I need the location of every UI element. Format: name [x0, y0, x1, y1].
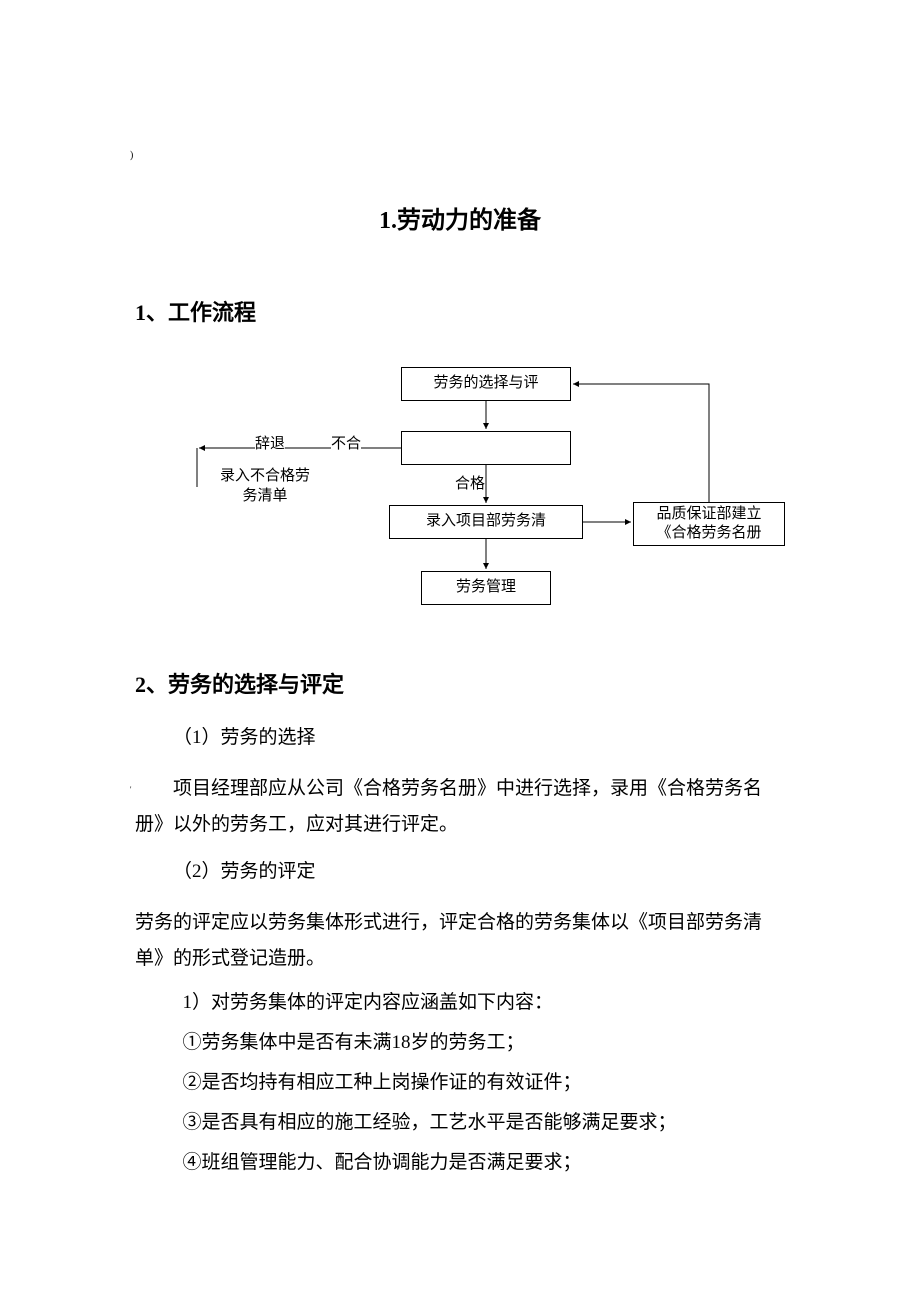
workflow-flowchart: 劳务的选择与评 录入项目部劳务清 劳务管理 品质保证部建立《合格劳务名册 辞退 … [135, 357, 785, 637]
flowchart-node-quality-dept: 品质保证部建立《合格劳务名册 [633, 502, 785, 546]
stray-mark-top: ) [130, 150, 133, 161]
document-title: 1.劳动力的准备 [135, 200, 785, 235]
flowchart-label-fail: 不合 [331, 435, 361, 455]
flowchart-node-labor-manage: 劳务管理 [421, 571, 551, 605]
section1-heading: 1、工作流程 [135, 295, 785, 327]
stray-mark-mid: ' [130, 785, 131, 794]
list-item-4: ④班组管理能力、配合协调能力是否满足要求； [183, 1143, 786, 1183]
sub1-para: 项目经理部应从公司《合格劳务名册》中进行选择，录用《合格劳务名册》以外的劳务工，… [135, 771, 785, 843]
flowchart-node-decision [401, 431, 571, 465]
list-item-3: ③是否具有相应的施工经验，工艺水平是否能够满足要求； [183, 1103, 786, 1143]
sub2-title: （2）劳务的评定 [173, 853, 785, 891]
list-item-1: ①劳务集体中是否有未满18岁的劳务工； [183, 1023, 786, 1063]
list-item-2: ②是否均持有相应工种上岗操作证的有效证件； [183, 1063, 786, 1103]
list-intro: 1）对劳务集体的评定内容应涵盖如下内容： [183, 983, 786, 1023]
flowchart-label-pass: 合格 [455, 475, 485, 495]
flowchart-label-record-fail: 录入不合格劳务清单 [215, 467, 315, 506]
flowchart-node-record-list: 录入项目部劳务清 [389, 505, 583, 539]
sub2-para: 劳务的评定应以劳务集体形式进行，评定合格的劳务集体以《项目部劳务清单》的形式登记… [135, 905, 785, 977]
section2-heading: 2、劳务的选择与评定 [135, 667, 785, 699]
flowchart-node-select-evaluate: 劳务的选择与评 [401, 367, 571, 401]
sub1-title: （1）劳务的选择 [173, 719, 785, 757]
flowchart-label-dismiss: 辞退 [255, 435, 285, 455]
